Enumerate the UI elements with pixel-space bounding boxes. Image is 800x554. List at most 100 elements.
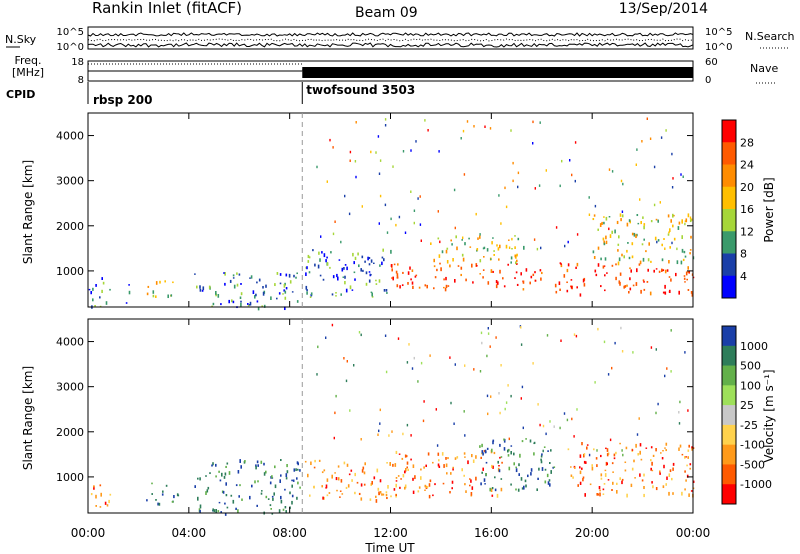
scatter-point — [671, 477, 673, 481]
scatter-point — [657, 402, 659, 406]
scatter-point — [348, 212, 351, 216]
scatter-point — [221, 472, 223, 477]
scatter-point — [672, 177, 674, 180]
y-tick-label: 3000 — [56, 381, 84, 394]
scatter-point — [379, 491, 382, 494]
scatter-point — [679, 400, 681, 404]
scatter-point — [260, 460, 263, 464]
scatter-point — [412, 285, 414, 290]
scatter-point — [215, 509, 217, 513]
scatter-point — [361, 469, 364, 473]
scatter-point — [516, 262, 518, 265]
scatter-point — [500, 456, 503, 458]
scatter-point — [465, 278, 467, 282]
scatter-point — [672, 213, 674, 218]
scatter-point — [443, 286, 445, 289]
scatter-point — [276, 297, 278, 300]
colorbar-swatch — [722, 326, 736, 347]
cpid-segment-twofsound: twofsound 3503 — [306, 83, 415, 97]
scatter-point — [507, 449, 509, 453]
scatter-point — [128, 284, 130, 286]
scatter-point — [368, 263, 371, 266]
scatter-point — [314, 263, 316, 267]
scatter-point — [672, 462, 675, 466]
scatter-point — [684, 488, 686, 491]
scatter-point — [424, 284, 427, 287]
scatter-point — [291, 500, 293, 505]
scatter-point — [493, 451, 496, 455]
scatter-point — [683, 275, 686, 277]
scatter-point — [520, 343, 523, 346]
scatter-point — [521, 385, 524, 389]
scatter-point — [603, 483, 606, 485]
scatter-point — [678, 411, 680, 414]
scatter-point — [473, 368, 475, 371]
scatter-point — [261, 305, 263, 308]
scatter-point — [682, 258, 685, 262]
scatter-point — [454, 363, 456, 366]
scatter-point — [574, 466, 576, 469]
scatter-point — [415, 274, 418, 277]
power-ylabel: Slant Range [km] — [21, 160, 35, 264]
colorbar-tick-label: 28 — [740, 136, 754, 149]
scatter-point — [606, 448, 609, 452]
scatter-point — [537, 477, 539, 481]
scatter-point — [523, 245, 525, 250]
scatter-point — [591, 464, 593, 467]
scatter-point — [573, 435, 575, 438]
scatter-point — [582, 476, 585, 479]
scatter-point — [685, 456, 687, 458]
scatter-point — [411, 367, 414, 370]
scatter-point — [521, 487, 524, 490]
scatter-point — [428, 483, 431, 487]
scatter-point — [621, 253, 623, 257]
scatter-point — [453, 188, 456, 192]
scatter-point — [643, 225, 645, 230]
scatter-point — [570, 466, 572, 468]
scatter-point — [485, 473, 487, 476]
colorbar-swatch — [722, 164, 736, 188]
scatter-point — [346, 266, 348, 271]
scatter-point — [228, 471, 231, 475]
velocity-colorbar-label: Velocity [m s⁻¹] — [762, 369, 776, 462]
scatter-point — [483, 256, 485, 258]
scatter-point — [588, 453, 591, 457]
scatter-point — [635, 282, 638, 286]
scatter-point — [414, 275, 417, 278]
scatter-point — [384, 118, 387, 121]
scatter-point — [579, 454, 582, 458]
scatter-point — [569, 159, 571, 162]
scatter-point — [384, 124, 387, 127]
scatter-point — [269, 504, 272, 507]
scatter-point — [586, 444, 589, 446]
scatter-point — [297, 481, 299, 485]
scatter-point — [224, 282, 226, 286]
scatter-point — [472, 459, 475, 463]
scatter-point — [573, 333, 576, 336]
colorbar-swatch — [722, 253, 736, 277]
scatter-point — [640, 289, 642, 294]
scatter-point — [224, 472, 227, 476]
scatter-point — [322, 278, 325, 281]
scatter-point — [280, 474, 282, 477]
scatter-point — [371, 292, 373, 297]
scatter-point — [147, 285, 150, 288]
scatter-point — [240, 292, 243, 296]
scatter-point — [491, 487, 494, 490]
scatter-point — [170, 294, 173, 297]
scatter-point — [325, 484, 328, 489]
scatter-point — [491, 464, 493, 469]
scatter-point — [642, 257, 645, 262]
scatter-point — [255, 465, 257, 470]
scatter-point — [426, 486, 429, 489]
scatter-point — [450, 239, 452, 242]
scatter-point — [274, 484, 277, 489]
scatter-point — [395, 494, 397, 497]
scatter-point — [395, 223, 397, 227]
scatter-point — [691, 448, 693, 451]
nsky-label: N.Sky — [5, 33, 37, 46]
scatter-point — [567, 263, 570, 267]
scatter-point — [602, 237, 605, 241]
freq-panel: Freq. [MHz] 18 8 60 0 Nave — [12, 54, 779, 86]
